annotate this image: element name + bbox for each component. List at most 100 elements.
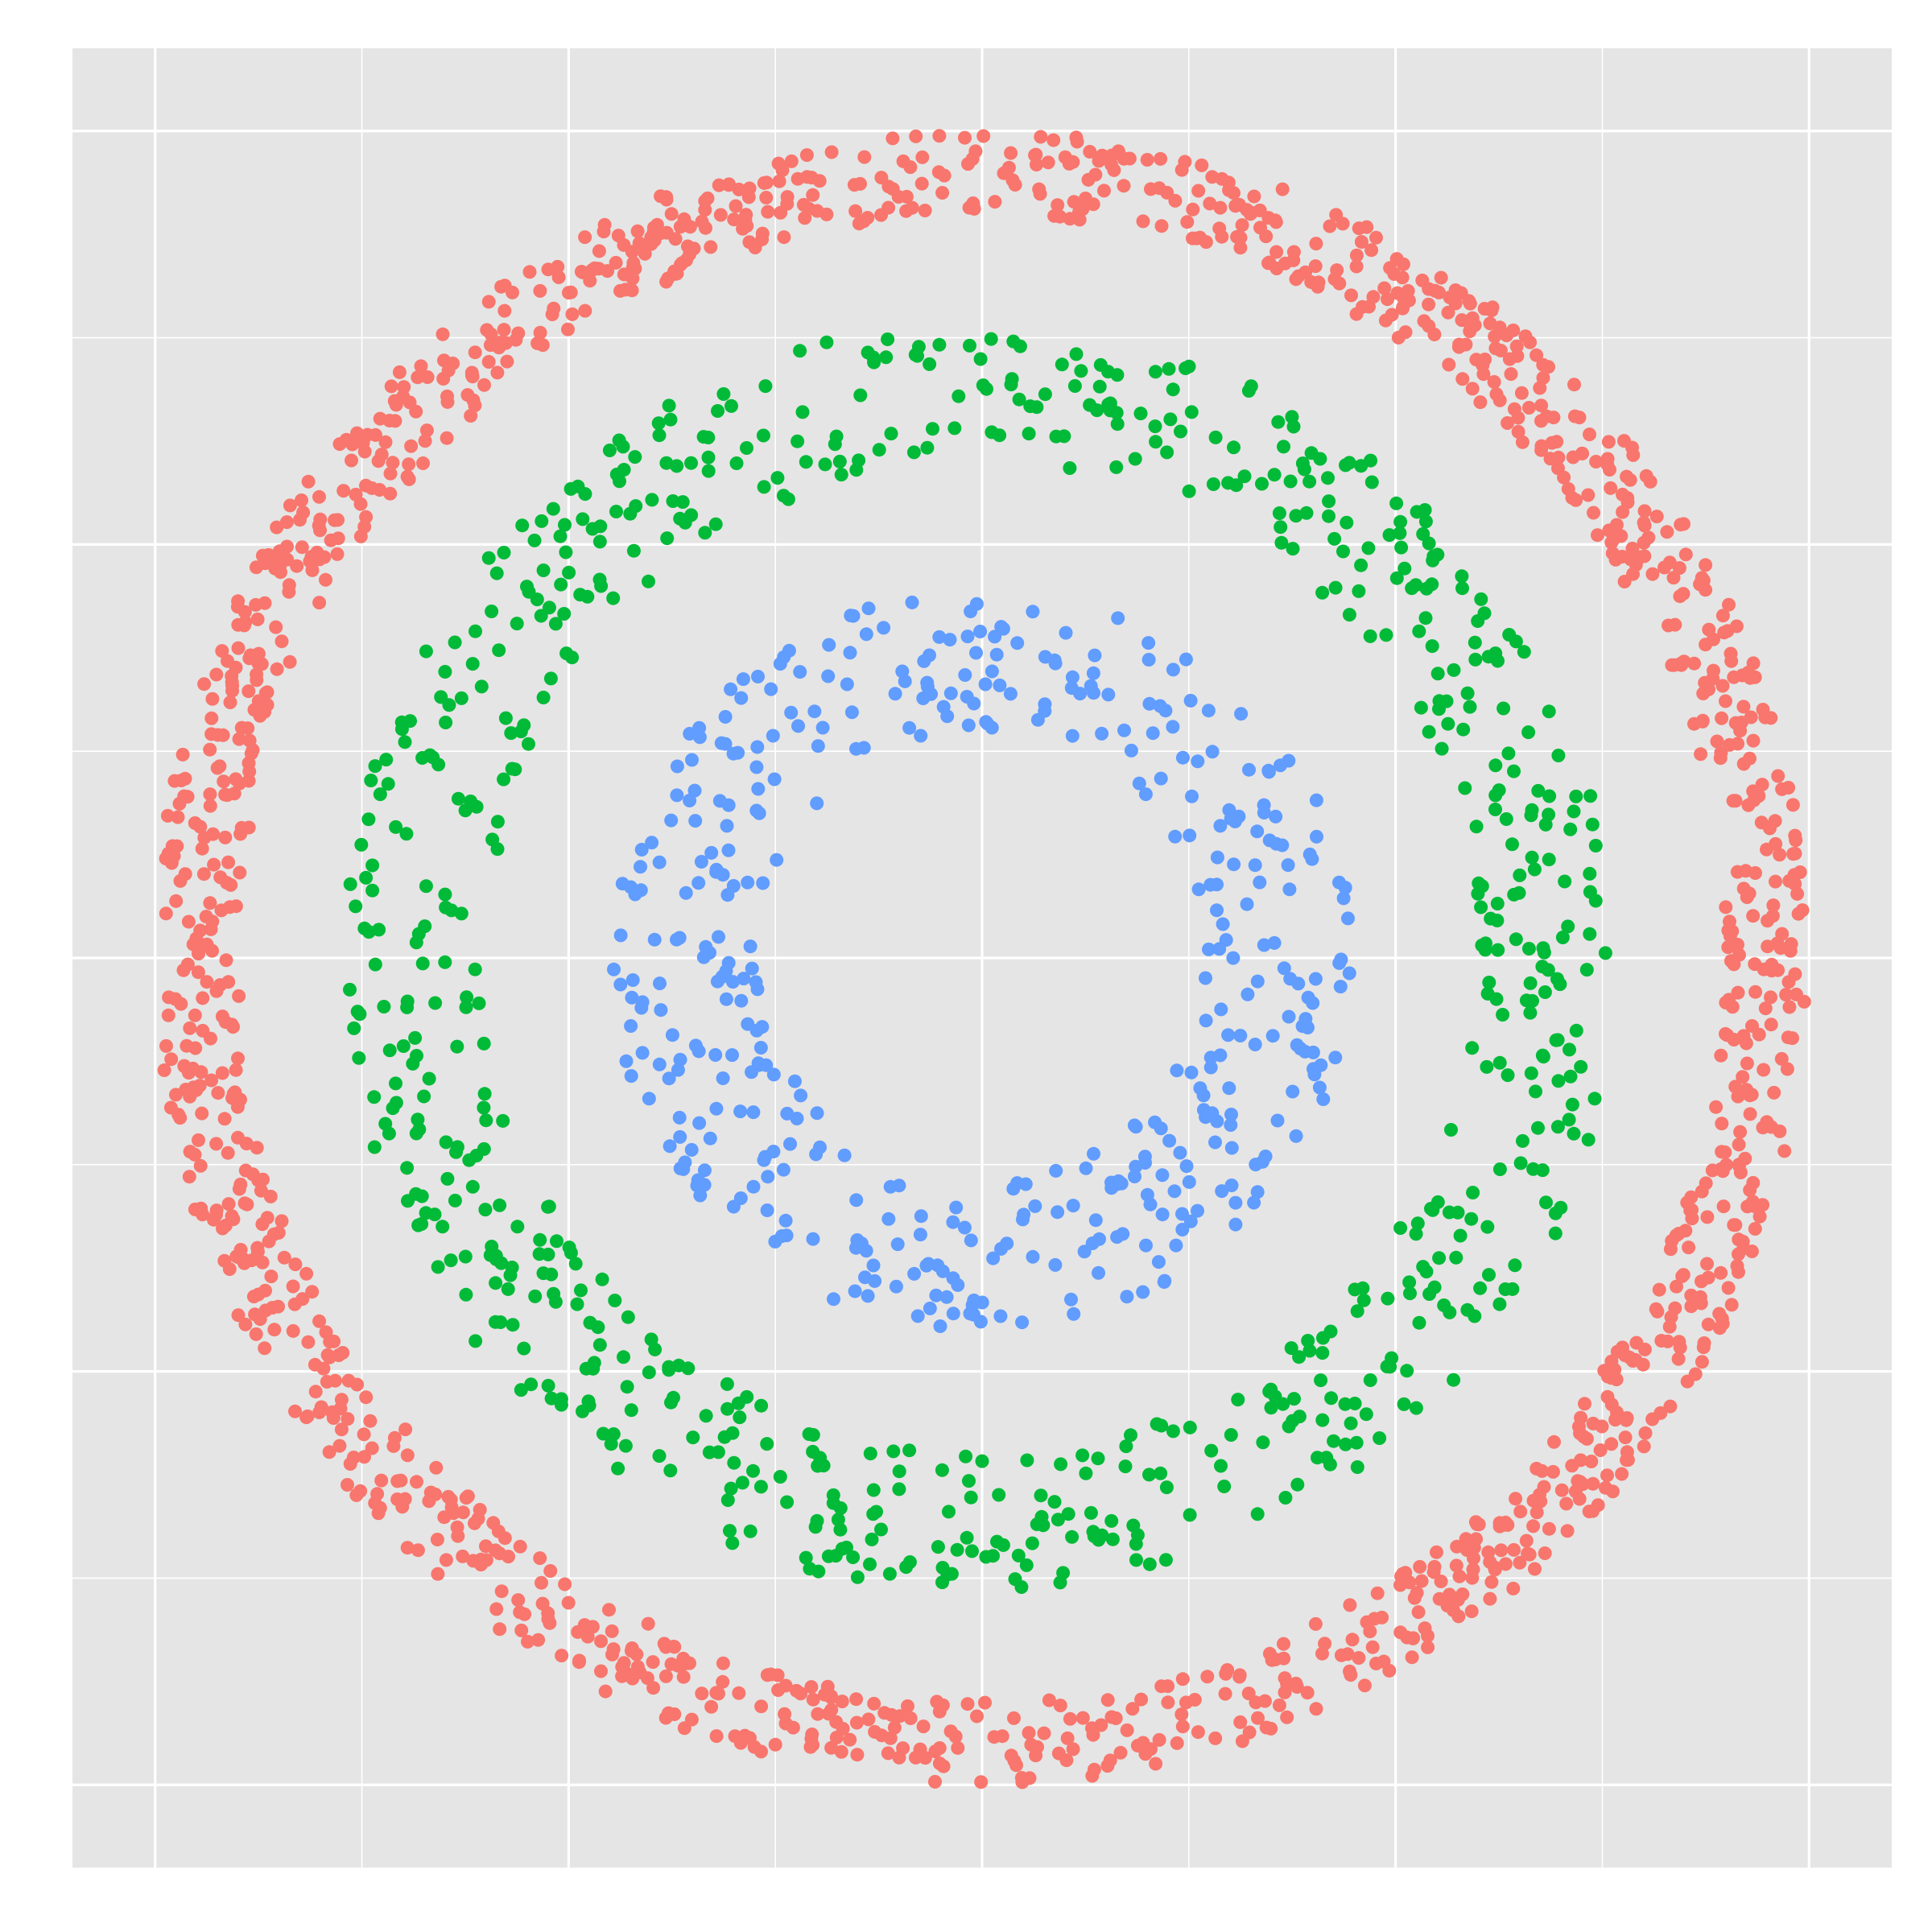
data-point <box>341 1478 354 1492</box>
data-point <box>1473 1282 1487 1295</box>
data-point <box>911 1309 925 1323</box>
data-point <box>1725 1298 1739 1311</box>
data-point <box>1534 414 1548 427</box>
data-point <box>1653 1283 1666 1297</box>
data-point <box>1233 1029 1247 1042</box>
data-point <box>1078 1245 1092 1258</box>
data-point <box>942 1505 956 1518</box>
data-point <box>564 286 578 299</box>
data-point <box>1767 1086 1781 1100</box>
data-point <box>1180 1159 1194 1173</box>
data-point <box>1052 1747 1066 1761</box>
data-point <box>203 896 217 910</box>
data-point <box>1141 153 1154 167</box>
data-point <box>663 1071 676 1085</box>
data-point <box>702 464 716 478</box>
data-point <box>1265 1401 1278 1414</box>
data-point <box>437 353 451 367</box>
data-point <box>1049 1164 1063 1178</box>
data-point <box>1458 782 1472 795</box>
data-point <box>711 404 724 418</box>
data-point <box>1131 1739 1145 1752</box>
data-point <box>1137 214 1150 228</box>
data-point <box>1567 1127 1581 1141</box>
data-point <box>864 1447 877 1460</box>
data-point <box>1569 790 1583 803</box>
data-point <box>902 1443 916 1457</box>
data-point <box>886 182 900 196</box>
data-point <box>349 899 362 913</box>
data-point <box>438 888 452 902</box>
data-point <box>799 455 813 469</box>
data-point <box>1271 1114 1285 1128</box>
data-point <box>1169 1239 1183 1253</box>
data-point <box>1344 288 1358 302</box>
data-point <box>1087 1728 1100 1742</box>
data-point <box>659 456 673 470</box>
data-point <box>747 1180 761 1194</box>
data-point <box>715 737 729 750</box>
data-point <box>679 886 693 900</box>
data-point <box>1101 365 1115 378</box>
data-point <box>1038 650 1052 664</box>
data-point <box>1309 237 1323 250</box>
data-point <box>1517 645 1531 658</box>
data-point <box>363 1414 377 1428</box>
data-point <box>399 827 413 840</box>
data-point <box>1046 134 1060 147</box>
data-point <box>958 1221 972 1235</box>
data-point <box>159 1039 173 1053</box>
data-point <box>1757 1063 1770 1077</box>
data-point <box>1488 789 1502 803</box>
data-point <box>390 1474 404 1488</box>
data-point <box>1412 1605 1426 1619</box>
data-point <box>1149 365 1162 378</box>
data-point <box>1227 186 1241 200</box>
data-point <box>429 1461 443 1475</box>
data-point <box>1213 1048 1227 1062</box>
data-point <box>489 1276 502 1290</box>
data-point <box>178 1059 192 1073</box>
data-point <box>1101 687 1115 701</box>
data-point <box>1437 1298 1451 1312</box>
data-point <box>1766 898 1780 912</box>
data-point <box>1111 417 1125 431</box>
data-point <box>1302 991 1315 1005</box>
data-point <box>1747 734 1761 748</box>
data-point <box>1277 1637 1290 1651</box>
data-point <box>209 1137 223 1150</box>
data-point <box>819 336 833 349</box>
data-point <box>352 1051 365 1065</box>
data-point <box>671 760 684 774</box>
data-point <box>797 198 811 212</box>
data-point <box>535 609 548 623</box>
data-point <box>1618 575 1632 588</box>
data-point <box>1176 1672 1190 1686</box>
data-point <box>319 573 332 587</box>
data-point <box>493 1622 506 1636</box>
data-point <box>1722 1281 1736 1294</box>
data-point <box>261 698 275 712</box>
data-point <box>1563 1042 1576 1056</box>
data-point <box>1664 1242 1678 1256</box>
data-point <box>1363 1624 1377 1638</box>
data-point <box>1109 460 1123 474</box>
data-point <box>439 716 452 729</box>
data-point <box>725 1536 739 1550</box>
data-point <box>800 170 814 184</box>
data-point <box>1174 425 1187 439</box>
data-point <box>976 378 990 392</box>
data-point <box>541 1200 555 1214</box>
data-point <box>1435 271 1448 285</box>
data-point <box>438 665 452 679</box>
data-point <box>1166 720 1179 733</box>
data-point <box>302 475 316 489</box>
data-point <box>499 712 513 725</box>
data-point <box>1371 1587 1385 1600</box>
data-point <box>761 205 774 219</box>
data-point <box>1455 581 1469 595</box>
data-point <box>233 828 247 841</box>
data-point <box>720 993 733 1006</box>
data-point <box>1700 1210 1714 1224</box>
data-point <box>1736 700 1750 713</box>
